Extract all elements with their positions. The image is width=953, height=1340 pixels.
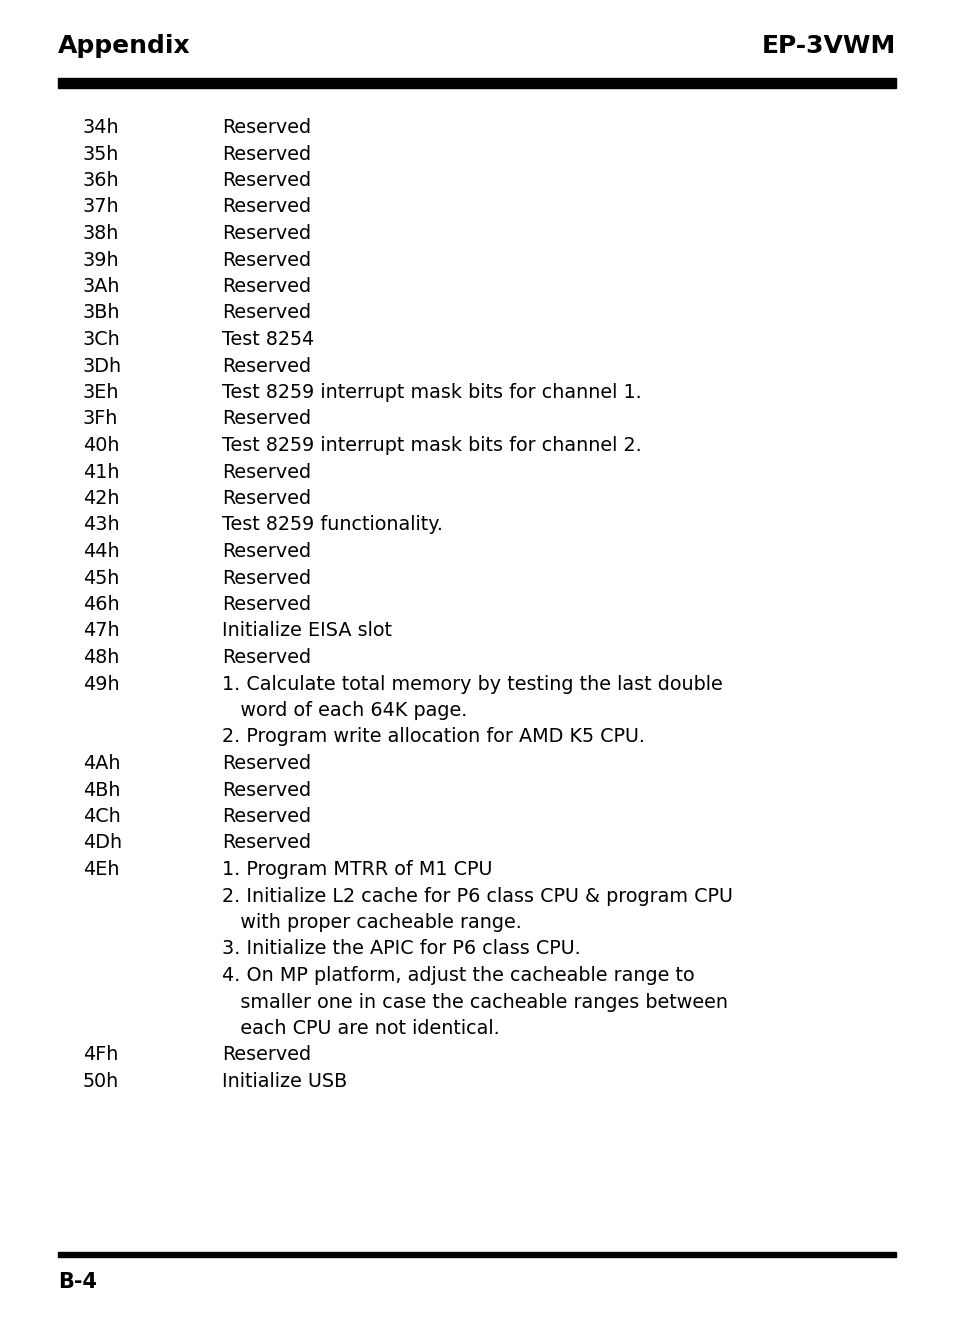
Text: Reserved: Reserved (222, 303, 311, 323)
Text: 42h: 42h (83, 489, 119, 508)
Text: Reserved: Reserved (222, 462, 311, 481)
Text: 1. Program MTRR of M1 CPU: 1. Program MTRR of M1 CPU (222, 860, 492, 879)
Text: 3Eh: 3Eh (83, 383, 119, 402)
Text: 4Dh: 4Dh (83, 833, 122, 852)
Text: 47h: 47h (83, 622, 119, 641)
Text: each CPU are not identical.: each CPU are not identical. (222, 1018, 499, 1038)
Text: 3Ah: 3Ah (83, 277, 120, 296)
Text: with proper cacheable range.: with proper cacheable range. (222, 913, 521, 933)
Text: EP-3VWM: EP-3VWM (760, 34, 895, 58)
Text: Test 8254: Test 8254 (222, 330, 314, 348)
Text: Reserved: Reserved (222, 356, 311, 375)
Text: Reserved: Reserved (222, 224, 311, 243)
Text: Appendix: Appendix (58, 34, 191, 58)
Text: B-4: B-4 (58, 1272, 97, 1292)
Text: Reserved: Reserved (222, 595, 311, 614)
Text: Reserved: Reserved (222, 807, 311, 825)
Text: 35h: 35h (83, 145, 119, 163)
Text: word of each 64K page.: word of each 64K page. (222, 701, 467, 720)
Text: 4Ah: 4Ah (83, 754, 120, 773)
Text: Test 8259 interrupt mask bits for channel 2.: Test 8259 interrupt mask bits for channe… (222, 436, 641, 456)
Text: 4Bh: 4Bh (83, 780, 120, 800)
Text: 36h: 36h (83, 172, 119, 190)
Text: 3Dh: 3Dh (83, 356, 122, 375)
Text: 3Bh: 3Bh (83, 303, 120, 323)
Text: 2. Initialize L2 cache for P6 class CPU & program CPU: 2. Initialize L2 cache for P6 class CPU … (222, 887, 732, 906)
Text: Reserved: Reserved (222, 649, 311, 667)
Bar (58, 1252, 895, 1257)
Text: 3Ch: 3Ch (83, 330, 121, 348)
Text: 4Ch: 4Ch (83, 807, 121, 825)
Text: Reserved: Reserved (222, 568, 311, 587)
Text: Initialize USB: Initialize USB (222, 1072, 347, 1091)
Text: 2. Program write allocation for AMD K5 CPU.: 2. Program write allocation for AMD K5 C… (222, 728, 644, 746)
Text: Reserved: Reserved (222, 118, 311, 137)
Text: 46h: 46h (83, 595, 119, 614)
Text: Reserved: Reserved (222, 277, 311, 296)
Text: Test 8259 interrupt mask bits for channel 1.: Test 8259 interrupt mask bits for channe… (222, 383, 641, 402)
Text: 45h: 45h (83, 568, 119, 587)
Text: 38h: 38h (83, 224, 119, 243)
Text: 43h: 43h (83, 516, 119, 535)
Text: 49h: 49h (83, 674, 119, 694)
Text: 3. Initialize the APIC for P6 class CPU.: 3. Initialize the APIC for P6 class CPU. (222, 939, 580, 958)
Text: Reserved: Reserved (222, 145, 311, 163)
Text: 4. On MP platform, adjust the cacheable range to: 4. On MP platform, adjust the cacheable … (222, 966, 694, 985)
Text: smaller one in case the cacheable ranges between: smaller one in case the cacheable ranges… (222, 993, 727, 1012)
Text: 3Fh: 3Fh (83, 410, 118, 429)
Text: Reserved: Reserved (222, 780, 311, 800)
Text: 50h: 50h (83, 1072, 119, 1091)
Text: Reserved: Reserved (222, 1045, 311, 1064)
Text: 41h: 41h (83, 462, 119, 481)
Text: Reserved: Reserved (222, 410, 311, 429)
Text: Reserved: Reserved (222, 197, 311, 217)
Text: Reserved: Reserved (222, 754, 311, 773)
Text: 40h: 40h (83, 436, 119, 456)
Text: 4Eh: 4Eh (83, 860, 119, 879)
Text: Reserved: Reserved (222, 541, 311, 561)
Text: 1. Calculate total memory by testing the last double: 1. Calculate total memory by testing the… (222, 674, 722, 694)
Bar (58, 78, 895, 88)
Text: Initialize EISA slot: Initialize EISA slot (222, 622, 392, 641)
Text: 48h: 48h (83, 649, 119, 667)
Text: Test 8259 functionality.: Test 8259 functionality. (222, 516, 442, 535)
Text: 4Fh: 4Fh (83, 1045, 118, 1064)
Text: Reserved: Reserved (222, 833, 311, 852)
Text: Reserved: Reserved (222, 489, 311, 508)
Text: 44h: 44h (83, 541, 119, 561)
Text: 37h: 37h (83, 197, 119, 217)
Text: Reserved: Reserved (222, 251, 311, 269)
Text: Reserved: Reserved (222, 172, 311, 190)
Text: 39h: 39h (83, 251, 119, 269)
Text: 34h: 34h (83, 118, 119, 137)
